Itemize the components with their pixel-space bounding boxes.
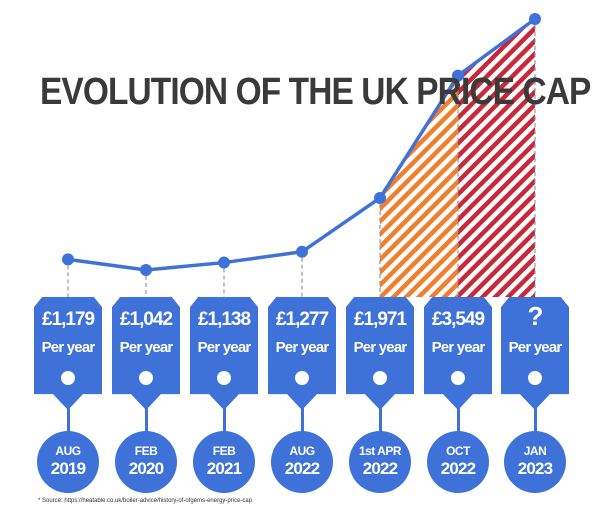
hatched-area-1 [380, 75, 458, 297]
date-year-label: 2019 [50, 459, 86, 478]
price-card: £1,042 Per year [112, 297, 180, 410]
price-card: £1,277 Per year [268, 297, 336, 410]
data-points [62, 13, 541, 276]
price-label: £3,549 [431, 309, 485, 330]
card-stem [300, 406, 304, 434]
per-year-label: Per year [431, 339, 486, 356]
data-point [529, 13, 541, 25]
date-circle: FEB 2020 [115, 431, 177, 493]
date-year-label: 2022 [440, 459, 476, 478]
card-stem [144, 406, 148, 434]
card-dot [61, 371, 75, 385]
price-card: £1,179 Per year [34, 297, 102, 410]
data-point [62, 253, 74, 266]
date-month-label: FEB [134, 444, 158, 458]
date-month-label: AUG [55, 444, 81, 458]
card-stem [533, 406, 537, 434]
hatched-area-2 [458, 19, 535, 297]
card-stem [456, 406, 460, 434]
data-point [296, 245, 308, 258]
date-circle: FEB 2021 [193, 431, 255, 493]
per-year-label: Per year [197, 339, 252, 356]
date-circle: AUG 2019 [37, 431, 99, 493]
price-label: £1,971 [353, 309, 407, 330]
date-year-label: 2022 [284, 459, 320, 478]
card-stem [378, 406, 382, 434]
card-dot [373, 371, 387, 385]
card-dot [295, 371, 309, 385]
card-dot [217, 371, 231, 385]
per-year-label: Per year [275, 339, 330, 356]
per-year-label: Per year [508, 339, 563, 356]
source-note: * Source: https://heatable.co.uk/boiler-… [38, 498, 253, 504]
price-card: ? Per year [501, 297, 569, 410]
date-month-label: FEB [212, 444, 236, 458]
data-point [140, 264, 152, 276]
card-stem [66, 406, 70, 434]
card-dot [528, 371, 542, 385]
price-label: £1,277 [275, 309, 329, 330]
date-year-label: 2021 [206, 459, 242, 478]
price-label: £1,179 [41, 309, 95, 330]
data-point [374, 191, 386, 204]
data-point [218, 256, 230, 269]
card-dot [139, 371, 153, 385]
per-year-label: Per year [119, 339, 174, 356]
card-dot [451, 371, 465, 385]
date-month-label: AUG [289, 444, 315, 458]
date-circle: JAN 2023 [504, 431, 566, 493]
date-circle: OCT 2022 [427, 431, 489, 493]
price-card: £3,549 Per year [424, 297, 492, 410]
price-label: £1,042 [119, 309, 173, 330]
price-label: ? [527, 301, 544, 331]
per-year-label: Per year [41, 339, 96, 356]
date-year-label: 2020 [128, 459, 164, 478]
date-year-label: 2023 [517, 459, 553, 478]
date-month-label: OCT [446, 444, 470, 458]
date-month-label: JAN [523, 444, 547, 458]
price-card: £1,971 Per year [346, 297, 414, 410]
date-month-label: 1st APR [358, 444, 402, 458]
date-circle: AUG 2022 [271, 431, 333, 493]
date-year-label: 2022 [362, 459, 398, 478]
card-stem [222, 406, 226, 434]
price-label: £1,138 [197, 309, 251, 330]
date-circle: 1st APR 2022 [349, 431, 411, 493]
hatched-areas [380, 19, 535, 297]
connector-lines [67, 25, 536, 297]
data-point [452, 69, 464, 82]
per-year-label: Per year [353, 339, 408, 356]
price-card: £1,138 Per year [190, 297, 258, 410]
